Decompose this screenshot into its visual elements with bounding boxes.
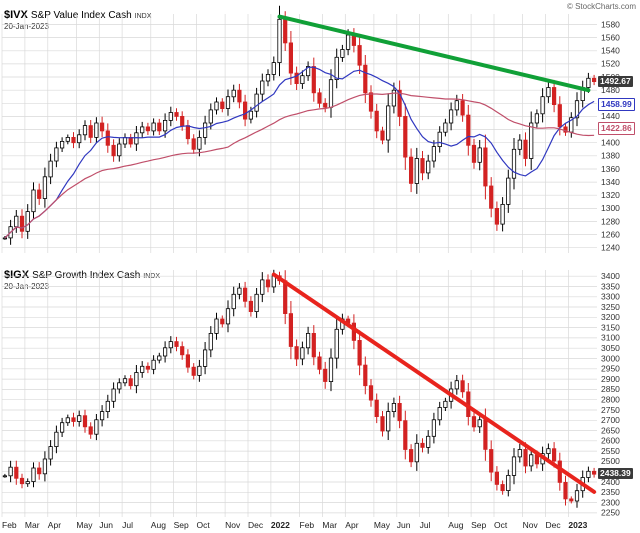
svg-text:3100: 3100 (601, 333, 620, 343)
igx-candlestick-chart: 2250230023502400245025002550260026502700… (1, 269, 620, 530)
svg-text:1340: 1340 (601, 177, 620, 187)
svg-text:2750: 2750 (601, 405, 620, 415)
ivx-symbol: $IVX (4, 9, 28, 21)
svg-text:Dec: Dec (248, 520, 264, 530)
svg-text:3150: 3150 (601, 322, 620, 332)
svg-text:1360: 1360 (601, 164, 620, 174)
svg-text:Dec: Dec (546, 520, 562, 530)
svg-text:Jul: Jul (122, 520, 133, 530)
svg-text:1300: 1300 (601, 203, 620, 213)
svg-text:3400: 3400 (601, 271, 620, 281)
svg-text:3250: 3250 (601, 302, 620, 312)
svg-text:Feb: Feb (2, 520, 17, 530)
svg-text:Aug: Aug (448, 520, 463, 530)
svg-text:Apr: Apr (345, 520, 358, 530)
igx-symbol: $IGX (4, 269, 30, 281)
svg-text:1380: 1380 (601, 151, 620, 161)
svg-text:1580: 1580 (601, 19, 620, 29)
svg-text:May: May (76, 520, 93, 530)
svg-text:1260: 1260 (601, 229, 620, 239)
svg-text:Oct: Oct (494, 520, 508, 530)
svg-text:Oct: Oct (197, 520, 211, 530)
svg-text:3300: 3300 (601, 292, 620, 302)
ivx-index-name: S&P Value Index Cash (30, 10, 132, 21)
svg-text:2600: 2600 (601, 436, 620, 446)
igx-index-name: S&P Growth Index Cash (32, 270, 141, 281)
ivx-last-price-label: 1492.67 (598, 76, 633, 87)
svg-text:May: May (374, 520, 391, 530)
ivx-candlestick-chart: 1240126012801300132013401360138014001420… (1, 5, 620, 253)
svg-text:1400: 1400 (601, 138, 620, 148)
svg-text:1560: 1560 (601, 32, 620, 42)
svg-text:3200: 3200 (601, 312, 620, 322)
ivx-date: 20-Jan-2023 (4, 22, 49, 31)
copyright-text: © StockCharts.com (566, 2, 636, 11)
svg-text:2300: 2300 (601, 497, 620, 507)
svg-text:2900: 2900 (601, 374, 620, 384)
svg-text:3350: 3350 (601, 281, 620, 291)
svg-text:2400: 2400 (601, 477, 620, 487)
svg-text:1280: 1280 (601, 216, 620, 226)
svg-text:Feb: Feb (300, 520, 315, 530)
svg-text:2250: 2250 (601, 508, 620, 518)
ivx-exchange: INDX (134, 13, 152, 20)
svg-text:2850: 2850 (601, 384, 620, 394)
svg-text:2950: 2950 (601, 364, 620, 374)
svg-text:2022: 2022 (271, 520, 290, 530)
svg-text:Jul: Jul (420, 520, 431, 530)
svg-text:Jun: Jun (397, 520, 411, 530)
svg-text:3050: 3050 (601, 343, 620, 353)
svg-text:Mar: Mar (322, 520, 337, 530)
svg-text:1520: 1520 (601, 59, 620, 69)
svg-text:1320: 1320 (601, 190, 620, 200)
svg-text:1240: 1240 (601, 243, 620, 253)
svg-text:1540: 1540 (601, 46, 620, 56)
svg-text:Aug: Aug (151, 520, 166, 530)
ivx-panel-title: $IVX S&P Value Index Cash INDX 20-Jan-2023 (4, 8, 151, 32)
svg-text:2023: 2023 (568, 520, 587, 530)
svg-text:2550: 2550 (601, 446, 620, 456)
svg-text:Sep: Sep (174, 520, 189, 530)
svg-text:2800: 2800 (601, 395, 620, 405)
svg-text:2650: 2650 (601, 425, 620, 435)
svg-text:Jun: Jun (99, 520, 113, 530)
svg-text:Sep: Sep (471, 520, 486, 530)
svg-text:Nov: Nov (523, 520, 539, 530)
svg-text:2500: 2500 (601, 456, 620, 466)
svg-text:1480: 1480 (601, 85, 620, 95)
ivx-ma50-value-label: 1458.99 (598, 98, 635, 111)
ivx-ma200-value-label: 1422.86 (598, 122, 635, 135)
svg-text:Nov: Nov (225, 520, 241, 530)
svg-text:Apr: Apr (48, 520, 61, 530)
svg-text:3000: 3000 (601, 353, 620, 363)
svg-text:2700: 2700 (601, 415, 620, 425)
svg-text:Mar: Mar (25, 520, 40, 530)
svg-text:1440: 1440 (601, 111, 620, 121)
svg-text:2350: 2350 (601, 487, 620, 497)
igx-last-price-label: 2438.39 (598, 468, 633, 479)
